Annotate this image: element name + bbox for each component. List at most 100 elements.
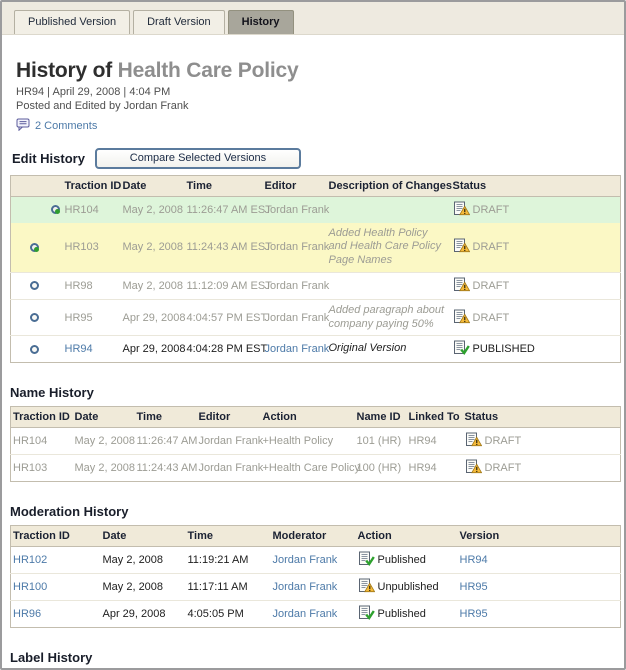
status-label: DRAFT (472, 311, 510, 324)
col-date: Date (100, 525, 186, 548)
cell-time: 11:26:47 AM (136, 435, 198, 448)
col-status: Status (462, 406, 621, 429)
traction-id-link[interactable]: HR100 (13, 581, 48, 594)
cell-date: May 2, 2008 (122, 241, 184, 254)
col-description: Description of Changes (326, 175, 452, 197)
cell-date: Apr 29, 2008 (100, 600, 186, 628)
cell-traction-id: HR95 (62, 298, 121, 336)
version-radio[interactable] (30, 242, 39, 252)
moderation-history-heading: Moderation History (10, 504, 129, 520)
cell-description: Added Health Policy and Health Care Poli… (328, 226, 442, 267)
draft-status-icon (453, 277, 470, 295)
table-row: HR102 May 2, 2008 11:19:21 AM Jordan Fra… (11, 547, 621, 574)
cell-date: May 2, 2008 (100, 573, 186, 601)
cell-name-id: 100 (HR) (354, 454, 407, 482)
cell-name-id: 101 (HR) (356, 435, 402, 448)
name-history-table: Traction ID Date Time Editor Action Name… (10, 406, 621, 483)
cell-time: 11:24:43 AM (134, 454, 197, 482)
col-date: Date (72, 406, 135, 429)
cell-description (326, 271, 451, 300)
traction-id-link[interactable]: HR102 (13, 554, 48, 567)
col-editor: Editor (196, 406, 261, 429)
cell-date: May 2, 2008 (102, 554, 164, 567)
status-label: DRAFT (484, 435, 522, 448)
cell-action: +Health Policy (262, 435, 334, 448)
cell-time: 11:19:21 AM (187, 554, 249, 567)
document-name: Health Care Policy (117, 59, 299, 82)
col-time: Time (184, 175, 263, 197)
cell-description (327, 196, 451, 223)
table-row: HR103 May 2, 2008 11:24:43 AM EST Jordan… (10, 222, 621, 273)
cell-time: 4:04:57 PM EST (184, 298, 267, 336)
comments-link[interactable]: 2 Comments (35, 119, 98, 132)
col-date: Date (120, 175, 185, 197)
cell-traction-id: HR103 (64, 241, 99, 254)
moderator-link[interactable]: Jordan Frank (272, 608, 338, 621)
cell-traction-id: HR98 (62, 271, 121, 300)
col-time: Time (185, 525, 271, 548)
col-name-id: Name ID (354, 406, 407, 429)
col-version: Version (457, 525, 621, 548)
cell-editor: Jordan Frank (264, 203, 330, 216)
cell-editor: Jordan Frank (196, 454, 263, 482)
status-label: DRAFT (472, 279, 510, 292)
col-status: Status (450, 175, 621, 197)
draft-status-icon (465, 432, 482, 450)
moderator-link[interactable]: Jordan Frank (272, 581, 338, 594)
version-link[interactable]: HR94 (459, 554, 488, 567)
version-link[interactable]: HR95 (459, 608, 488, 621)
draft-status-icon (453, 201, 470, 219)
cell-time: 4:04:28 PM EST (184, 335, 267, 363)
table-row: HR104 May 2, 2008 11:26:47 AM EST Jordan… (10, 196, 621, 223)
moderator-link[interactable]: Jordan Frank (272, 554, 338, 567)
action-label: Published (377, 554, 426, 567)
published-status-icon (453, 340, 470, 358)
editor-link[interactable]: Jordan Frank (264, 343, 330, 356)
cell-editor: Jordan Frank (198, 435, 264, 448)
table-row: HR103 May 2, 2008 11:24:43 AM Jordan Fra… (10, 454, 621, 482)
version-radio[interactable] (30, 344, 39, 354)
action-label: Unpublished (377, 581, 439, 594)
draft-status-icon (453, 309, 470, 327)
cell-linked-to: HR94 (408, 435, 437, 448)
comment-bubble-icon (16, 118, 30, 134)
tab-history[interactable]: History (227, 10, 294, 34)
col-moderator: Moderator (270, 525, 356, 548)
moderation-history-table: Traction ID Date Time Moderator Action V… (10, 525, 621, 629)
label-history-heading: Label History (10, 650, 93, 666)
cell-time: 11:26:47 AM EST (186, 203, 272, 216)
version-radio[interactable] (30, 281, 39, 291)
table-row: HR104 May 2, 2008 11:26:47 AM Jordan Fra… (11, 428, 621, 455)
title-prefix: History of (16, 59, 118, 82)
unpublished-action-icon (358, 578, 375, 596)
action-label: Published (377, 608, 426, 621)
cell-time: 11:12:09 AM EST (184, 271, 272, 300)
tab-draft-version[interactable]: Draft Version (133, 10, 225, 34)
status-label: DRAFT (484, 462, 522, 475)
cell-date: Apr 29, 2008 (120, 298, 186, 336)
status-label: DRAFT (472, 203, 510, 216)
compare-selected-versions-button[interactable]: Compare Selected Versions (94, 147, 301, 169)
col-time: Time (134, 406, 197, 429)
cell-time: 4:05:05 PM (185, 600, 271, 628)
col-editor: Editor (262, 175, 327, 197)
table-row: HR94 Apr 29, 2008 4:04:28 PM EST Jordan … (10, 335, 621, 363)
draft-status-icon (465, 459, 482, 477)
col-traction-id: Traction ID (10, 406, 73, 429)
col-traction-id: Traction ID (10, 525, 101, 548)
cell-date: May 2, 2008 (74, 435, 136, 448)
version-link[interactable]: HR95 (459, 581, 488, 594)
traction-id-link[interactable]: HR94 (64, 343, 93, 356)
cell-linked-to: HR94 (406, 454, 463, 482)
version-radio[interactable] (51, 205, 60, 215)
tab-published-version[interactable]: Published Version (14, 10, 131, 34)
col-traction-id: Traction ID (62, 175, 121, 197)
version-radio[interactable] (30, 313, 39, 323)
name-history-heading: Name History (10, 385, 94, 401)
page-title: History of Health Care Policy (16, 59, 610, 83)
cell-date: May 2, 2008 (122, 203, 184, 216)
cell-time: 11:24:43 AM EST (186, 241, 272, 254)
traction-id-link[interactable]: HR96 (13, 608, 42, 621)
cell-traction-id: HR104 (64, 203, 99, 216)
cell-description: Added paragraph about company paying 50% (326, 298, 451, 336)
